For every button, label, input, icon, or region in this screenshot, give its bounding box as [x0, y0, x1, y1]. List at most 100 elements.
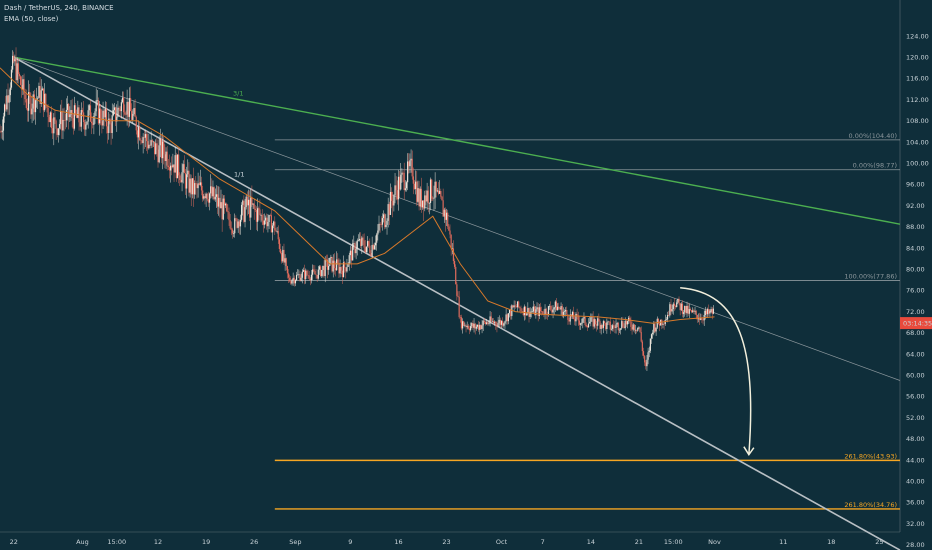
candle-body [442, 200, 444, 217]
candle-body [110, 123, 112, 134]
candle-body [5, 104, 7, 110]
candle-body [377, 230, 379, 235]
candle-body [515, 306, 518, 308]
candle-body [393, 195, 395, 206]
candle-body [310, 274, 313, 281]
candle-body [488, 323, 490, 325]
candle-body [655, 327, 657, 332]
candle-body [369, 245, 371, 253]
candle-body [141, 140, 143, 144]
candle-body [318, 266, 321, 270]
candle-body [245, 196, 247, 208]
candle-body [165, 151, 167, 161]
candle-body [344, 262, 346, 268]
candle-body [566, 309, 568, 315]
candle-body [365, 246, 368, 253]
price-tick-label: 48.00 [906, 435, 925, 443]
candle-body [230, 228, 232, 230]
candle-body [481, 325, 483, 330]
candle-body [324, 259, 326, 276]
price-tick-label: 52.00 [906, 414, 925, 422]
candle-body [360, 238, 362, 247]
candle-body [226, 203, 228, 212]
current-price-tag: 03:14:35 [900, 317, 932, 330]
candle-body [608, 321, 610, 323]
candle-body [87, 110, 89, 122]
candle-body [484, 321, 487, 325]
candle-body [132, 113, 134, 120]
candle-body [366, 241, 369, 247]
candle-body [598, 318, 600, 322]
trendline [13, 56, 901, 225]
price-tick-label: 28.00 [906, 541, 925, 549]
candle-body [298, 274, 300, 275]
price-axis[interactable] [900, 0, 932, 550]
candle-body [508, 309, 511, 314]
candle-body [526, 313, 528, 316]
candle-body [282, 249, 284, 262]
candle-body [320, 266, 322, 276]
candle-body [445, 212, 448, 220]
candle-body [574, 319, 576, 322]
candle-body [409, 160, 411, 167]
candle-body [443, 209, 445, 217]
candle-body [101, 121, 103, 126]
candle-body [453, 260, 456, 267]
candle-body [617, 322, 619, 331]
candle-body [164, 154, 166, 161]
candle-body [400, 174, 402, 190]
candle-body [166, 151, 168, 166]
candle-body [581, 322, 583, 324]
candle-body [615, 324, 617, 328]
candle-body [302, 270, 305, 272]
candle-body [265, 217, 267, 221]
candle-body [709, 311, 711, 314]
candle-body [91, 121, 93, 124]
symbol-title[interactable]: Dash / TetherUS, 240, BINANCE [4, 4, 114, 12]
candle-body [464, 325, 466, 327]
candle-body [560, 306, 562, 310]
candle-body [333, 260, 335, 269]
candle-body [89, 105, 92, 122]
candle-body [186, 174, 188, 189]
candle-body [263, 220, 266, 225]
candle-body [609, 321, 611, 330]
candle-body [395, 185, 397, 191]
candle-body [174, 155, 176, 173]
candle-body [552, 309, 554, 313]
candle-body [204, 196, 206, 199]
candle-body [303, 270, 306, 280]
candle-body [489, 316, 491, 324]
candle-body [418, 188, 420, 207]
candle-body [124, 112, 126, 115]
indicator-label[interactable]: EMA (50, close) [4, 15, 59, 23]
candle-body [1, 130, 3, 133]
candle-body [203, 196, 205, 199]
candle-body [16, 63, 18, 81]
candle-body [221, 202, 223, 220]
candle-body [33, 94, 35, 113]
price-tick-label: 40.00 [906, 478, 925, 486]
candle-body [341, 270, 343, 278]
candle-body [555, 301, 558, 311]
candle-body [362, 237, 364, 241]
candle-body [558, 306, 560, 309]
candle-body [237, 221, 239, 228]
candle-body [72, 118, 74, 129]
candle-body [128, 98, 130, 117]
candle-body [421, 200, 424, 208]
candle-body [382, 214, 385, 219]
candle-body [559, 308, 561, 310]
candle-body [691, 310, 693, 313]
candle-body [247, 199, 250, 206]
time-tick-label: 23 [442, 538, 450, 546]
candle-body [380, 224, 382, 225]
candle-body [426, 190, 428, 202]
candle-body [708, 309, 710, 314]
candle-body [229, 220, 231, 229]
candle-body [684, 305, 686, 313]
candle-body [325, 259, 327, 260]
candle-body [368, 241, 370, 246]
time-tick-label: 26 [250, 538, 258, 546]
